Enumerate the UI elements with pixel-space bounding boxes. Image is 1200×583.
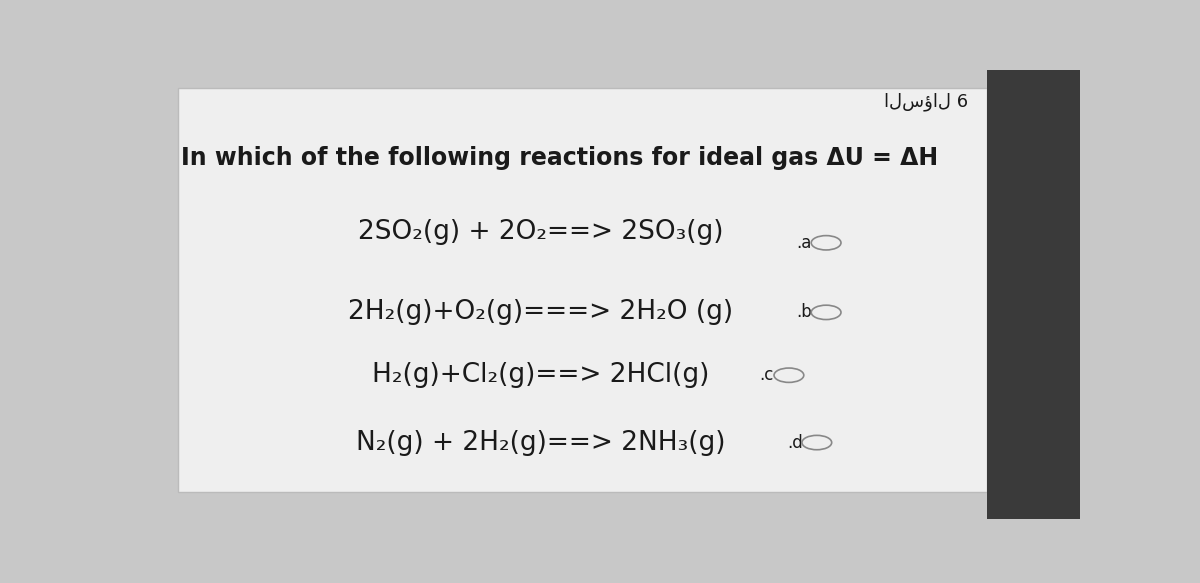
Text: In which of the following reactions for ideal gas ΔU = ΔH: In which of the following reactions for … [181, 146, 937, 170]
Text: N₂(g) + 2H₂(g)==> 2NH₃(g): N₂(g) + 2H₂(g)==> 2NH₃(g) [356, 430, 725, 455]
Text: H₂(g)+Cl₂(g)==> 2HCl(g): H₂(g)+Cl₂(g)==> 2HCl(g) [372, 362, 709, 388]
FancyBboxPatch shape [178, 88, 986, 492]
Text: .b: .b [797, 303, 812, 321]
Text: 2H₂(g)+O₂(g)===> 2H₂O (g): 2H₂(g)+O₂(g)===> 2H₂O (g) [348, 300, 733, 325]
Text: 2SO₂(g) + 2O₂==> 2SO₃(g): 2SO₂(g) + 2O₂==> 2SO₃(g) [358, 219, 724, 244]
Text: السؤال 6: السؤال 6 [884, 93, 968, 111]
FancyBboxPatch shape [986, 70, 1080, 519]
Text: .a: .a [797, 234, 811, 252]
Text: .d: .d [787, 434, 803, 452]
Text: .c: .c [760, 366, 774, 384]
